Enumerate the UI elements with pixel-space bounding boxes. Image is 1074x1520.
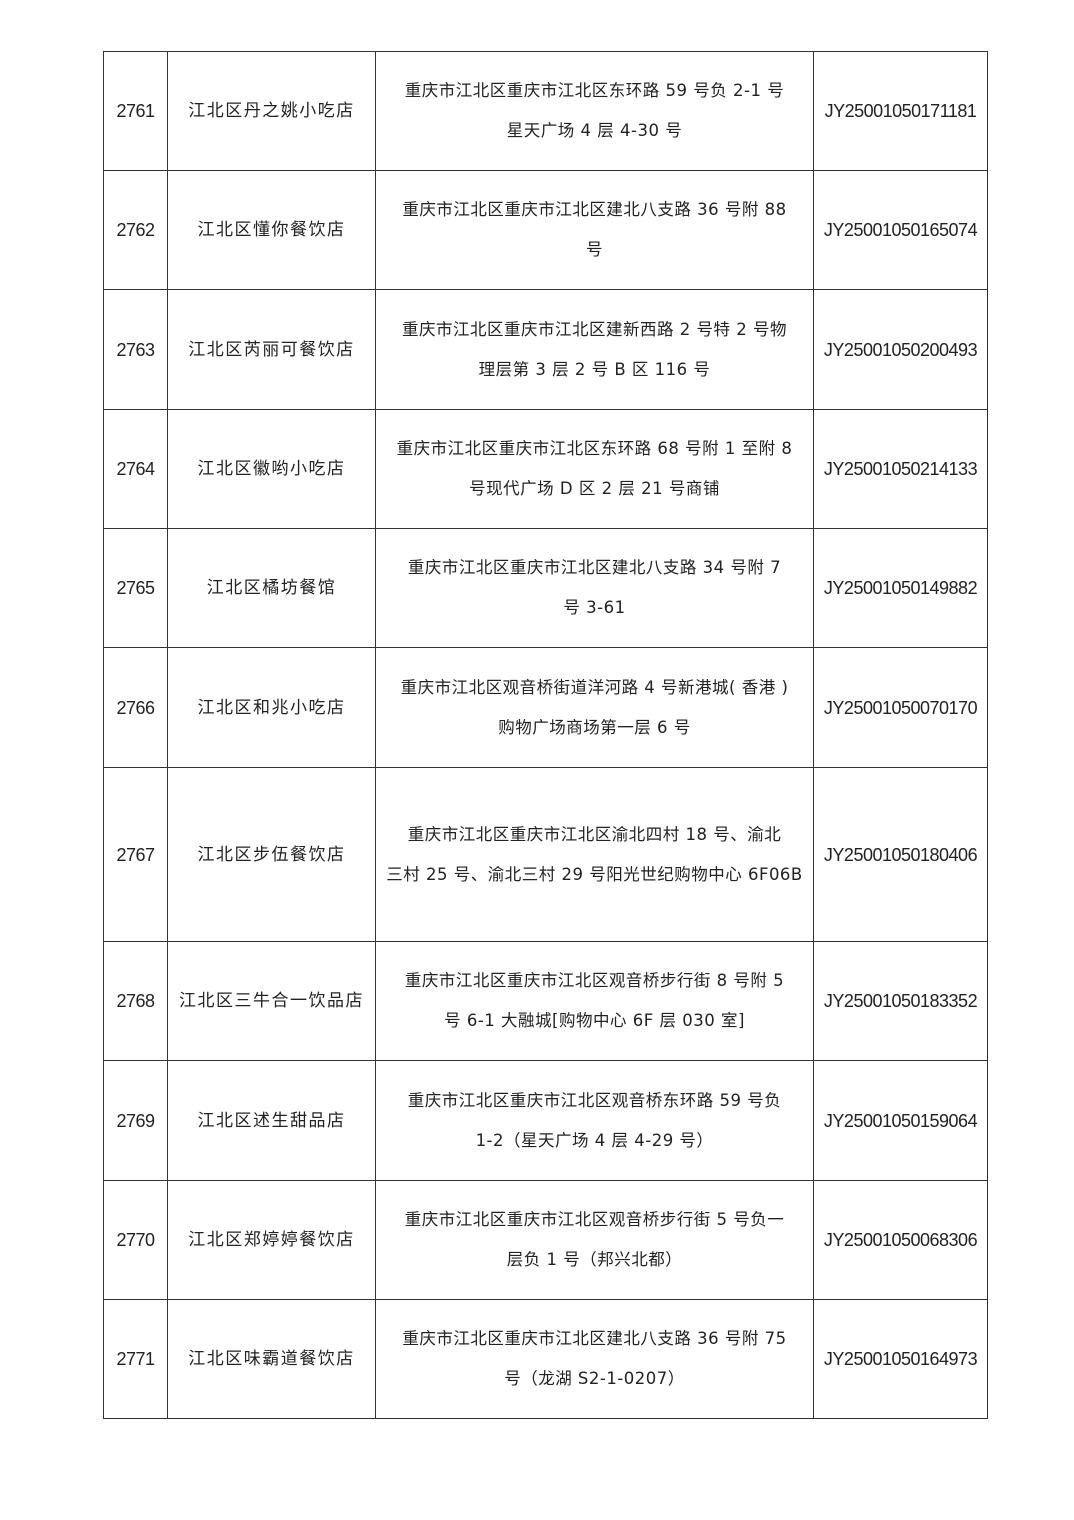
license-number-cell: JY25001050171181 (813, 51, 988, 171)
license-number-cell: JY25001050165074 (813, 170, 988, 290)
business-name-cell: 江北区丹之姚小吃店 (167, 51, 376, 171)
address-line: 重庆市江北区重庆市江北区建新西路 2 号特 2 号物 (402, 319, 787, 339)
license-number-cell: JY25001050149882 (813, 528, 988, 648)
address-line: 号（龙湖 S2-1-0207） (504, 1369, 685, 1388)
row-number-cell: 2767 (103, 767, 168, 942)
table-row: 2764 江北区徽哟小吃店 重庆市江北区重庆市江北区东环路 68 号附 1 至附 8… (103, 409, 988, 529)
address-line: 重庆市江北区重庆市江北区观音桥步行街 8 号附 5 (404, 971, 785, 990)
address-cell: 重庆市江北区重庆市江北区观音桥步行街 8 号附 5 号 6-1 大融城[购物中心 … (375, 941, 814, 1061)
table-row: 2770 江北区郑婷婷餐饮店 重庆市江北区重庆市江北区观音桥步行街 5 号负一 层负 … (103, 1180, 988, 1300)
license-number-cell: JY25001050068306 (813, 1180, 988, 1300)
address-cell: 重庆市江北区重庆市江北区东环路 68 号附 1 至附 8 号现代广场 D 区 2 … (375, 409, 814, 529)
address-cell: 重庆市江北区重庆市江北区观音桥东环路 59 号负 1-2（星天广场 4 层 4-2… (375, 1060, 814, 1181)
license-number-cell: JY25001050164973 (813, 1299, 988, 1419)
license-number-cell: JY25001050200493 (813, 289, 988, 410)
address-line: 层负 1 号（邦兴北都） (506, 1250, 683, 1269)
license-number-cell: JY25001050180406 (813, 767, 988, 942)
row-number-cell: 2762 (103, 170, 168, 290)
table-row: 2765 江北区橘坊餐馆 重庆市江北区重庆市江北区建北八支路 34 号附 7 号 3-… (103, 528, 988, 648)
address-line: 三村 25 号、渝北三村 29 号阳光世纪购物中心 6F06B (386, 864, 803, 884)
business-license-table: 2761 江北区丹之姚小吃店 重庆市江北区重庆市江北区东环路 59 号负 2-1 号… (103, 51, 988, 1419)
table-row: 2769 江北区述生甜品店 重庆市江北区重庆市江北区观音桥东环路 59 号负 1-2（… (103, 1060, 988, 1181)
business-name-cell: 江北区芮丽可餐饮店 (167, 289, 376, 410)
address-line: 重庆市江北区重庆市江北区渝北四村 18 号、渝北 (407, 824, 782, 844)
row-number-cell: 2771 (103, 1299, 168, 1419)
address-line: 重庆市江北区重庆市江北区观音桥步行街 5 号负一 (404, 1210, 785, 1229)
row-number-cell: 2763 (103, 289, 168, 410)
table-row: 2768 江北区三牛合一饮品店 重庆市江北区重庆市江北区观音桥步行街 8 号附 5 号… (103, 941, 988, 1061)
license-number-cell: JY25001050214133 (813, 409, 988, 529)
business-name-cell: 江北区懂你餐饮店 (167, 170, 376, 290)
row-number-cell: 2770 (103, 1180, 168, 1300)
address-line: 重庆市江北区重庆市江北区东环路 68 号附 1 至附 8 (396, 439, 793, 458)
address-line: 星天广场 4 层 4-30 号 (506, 121, 683, 140)
address-cell: 重庆市江北区重庆市江北区建北八支路 36 号附 75 号（龙湖 S2-1-0207… (375, 1299, 814, 1419)
row-number-cell: 2769 (103, 1060, 168, 1181)
row-number-cell: 2765 (103, 528, 168, 648)
address-line: 购物广场商场第一层 6 号 (498, 717, 691, 737)
license-number-cell: JY25001050159064 (813, 1060, 988, 1181)
business-name-cell: 江北区和兆小吃店 (167, 647, 376, 768)
address-cell: 重庆市江北区重庆市江北区东环路 59 号负 2-1 号星天广场 4 层 4-30… (375, 51, 814, 171)
table-row: 2762 江北区懂你餐饮店 重庆市江北区重庆市江北区建北八支路 36 号附 88 号 J… (103, 170, 988, 290)
address-line: 号 (586, 240, 603, 259)
business-name-cell: 江北区述生甜品店 (167, 1060, 376, 1181)
table-row: 2763 江北区芮丽可餐饮店 重庆市江北区重庆市江北区建新西路 2 号特 2 号物理… (103, 289, 988, 410)
license-number-cell: JY25001050070170 (813, 647, 988, 768)
business-name-cell: 江北区步伍餐饮店 (167, 767, 376, 942)
address-cell: 重庆市江北区重庆市江北区建北八支路 34 号附 7 号 3-61 (375, 528, 814, 648)
table-row: 2766 江北区和兆小吃店 重庆市江北区观音桥街道洋河路 4 号新港城( 香港 ) 购… (103, 647, 988, 768)
address-cell: 重庆市江北区重庆市江北区观音桥步行街 5 号负一 层负 1 号（邦兴北都） (375, 1180, 814, 1300)
address-line: 重庆市江北区重庆市江北区东环路 59 号负 2-1 号 (404, 81, 785, 100)
table-body: 2761 江北区丹之姚小吃店 重庆市江北区重庆市江北区东环路 59 号负 2-1 号… (103, 51, 988, 1419)
row-number-cell: 2761 (103, 51, 168, 171)
address-line: 重庆市江北区重庆市江北区建北八支路 36 号附 88 (402, 200, 787, 219)
table-row: 2761 江北区丹之姚小吃店 重庆市江北区重庆市江北区东环路 59 号负 2-1 号… (103, 51, 988, 171)
business-name-cell: 江北区徽哟小吃店 (167, 409, 376, 529)
table-row: 2767 江北区步伍餐饮店 重庆市江北区重庆市江北区渝北四村 18 号、渝北 三村 2… (103, 767, 988, 942)
address-line: 理层第 3 层 2 号 B 区 116 号 (478, 359, 711, 379)
business-name-cell: 江北区味霸道餐饮店 (167, 1299, 376, 1419)
business-name-cell: 江北区郑婷婷餐饮店 (167, 1180, 376, 1300)
row-number-cell: 2768 (103, 941, 168, 1061)
address-line: 重庆市江北区重庆市江北区建北八支路 36 号附 75 (402, 1329, 787, 1348)
address-cell: 重庆市江北区观音桥街道洋河路 4 号新港城( 香港 ) 购物广场商场第一层 6 号 (375, 647, 814, 768)
license-number-cell: JY25001050183352 (813, 941, 988, 1061)
business-name-cell: 江北区橘坊餐馆 (167, 528, 376, 648)
table-row: 2771 江北区味霸道餐饮店 重庆市江北区重庆市江北区建北八支路 36 号附 75 号… (103, 1299, 988, 1419)
row-number-cell: 2764 (103, 409, 168, 529)
address-line: 号现代广场 D 区 2 层 21 号商铺 (469, 479, 720, 498)
business-name-cell: 江北区三牛合一饮品店 (167, 941, 376, 1061)
row-number-cell: 2766 (103, 647, 168, 768)
address-cell: 重庆市江北区重庆市江北区建新西路 2 号特 2 号物 理层第 3 层 2 号 B … (375, 289, 814, 410)
address-cell: 重庆市江北区重庆市江北区渝北四村 18 号、渝北三村 25 号、渝北三村 29 … (375, 767, 814, 942)
address-line: 号 6-1 大融城[购物中心 6F 层 030 室] (444, 1011, 745, 1030)
address-line: 重庆市江北区重庆市江北区建北八支路 34 号附 7 (407, 558, 782, 577)
address-line: 号 3-61 (563, 598, 626, 617)
address-line: 重庆市江北区重庆市江北区观音桥东环路 59 号负 (407, 1090, 782, 1110)
address-line: 1-2（星天广场 4 层 4-29 号） (475, 1130, 714, 1150)
address-cell: 重庆市江北区重庆市江北区建北八支路 36 号附 88 号 (375, 170, 814, 290)
address-line: 重庆市江北区观音桥街道洋河路 4 号新港城( 香港 ) (400, 677, 789, 697)
